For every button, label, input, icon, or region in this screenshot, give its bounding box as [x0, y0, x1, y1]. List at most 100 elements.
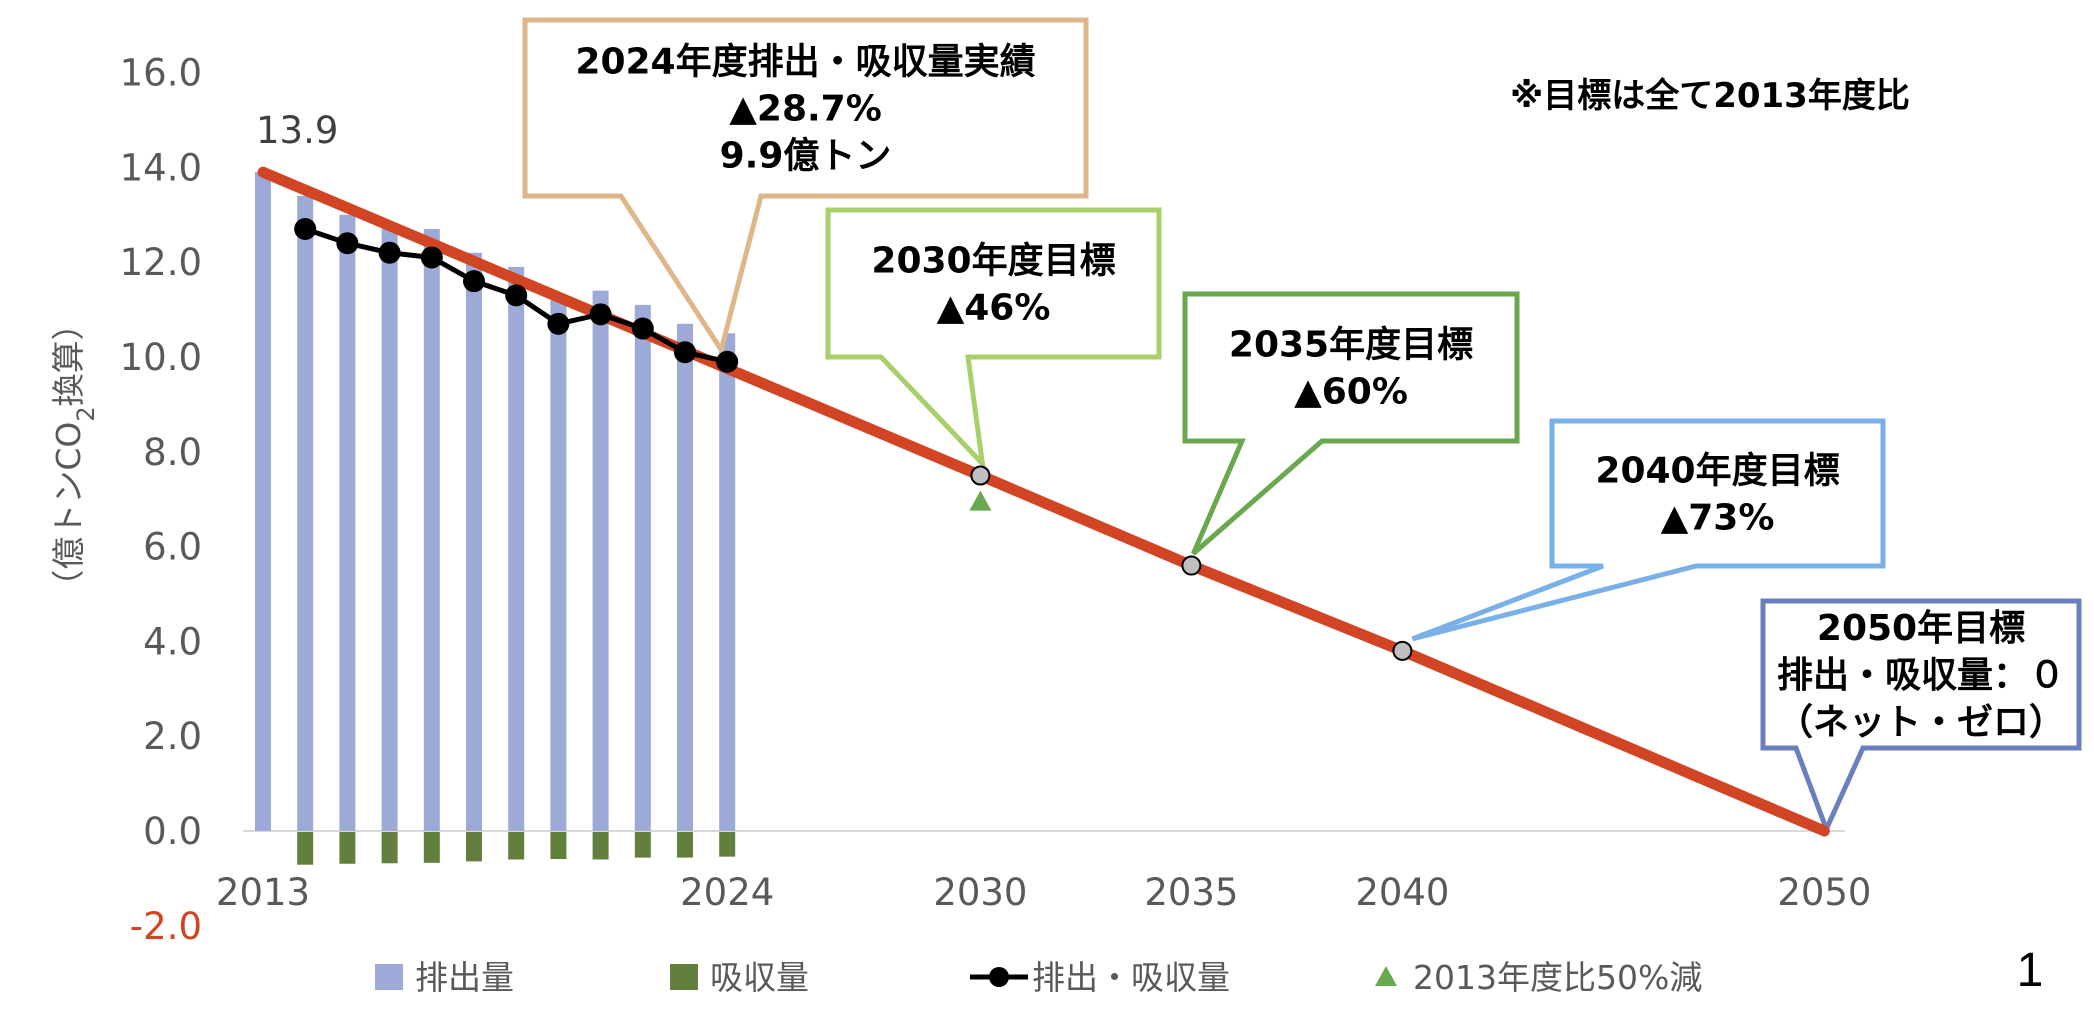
y-tick-label: 14.0 [120, 146, 202, 189]
net-emission-point [294, 218, 317, 241]
target-marker [1392, 640, 1413, 661]
callout-2024-line: 9.9億トン [720, 136, 892, 177]
legend-label: 2013年度比50%減 [1413, 958, 1702, 997]
callout-2030-line: ▲46% [937, 288, 1051, 329]
emission-bars [255, 172, 736, 832]
y-axis-ticks: 16.0 14.0 12.0 10.0 8.0 6.0 4.0 2.0 0.0 -2.0 [120, 52, 202, 948]
emission-bar [423, 229, 440, 831]
callout-shapes [522, 17, 2082, 836]
absorption-bar [423, 832, 440, 863]
callout-2024-line: ▲28.7% [729, 89, 882, 130]
emission-bar [634, 304, 651, 831]
target-marker [1181, 555, 1202, 576]
absorption-bar [634, 832, 651, 858]
callout-2030-line: 2030年度目標 [871, 241, 1115, 282]
y-tick-label: 16.0 [120, 52, 202, 95]
net-emission-point [674, 341, 696, 364]
callout-2040-box [1411, 418, 1886, 642]
legend-label: 吸収量 [710, 958, 809, 997]
x-tick-label: 2035 [1144, 871, 1238, 914]
emission-bar [719, 333, 736, 831]
emission-bar [466, 252, 482, 832]
target-marker [970, 465, 991, 486]
absorption-bars [297, 832, 736, 865]
legend-swatch [375, 964, 403, 990]
callout-2030-box [825, 207, 1162, 471]
net-emission-point [631, 317, 654, 340]
absorption-bar [550, 832, 567, 860]
target-markers [969, 465, 1413, 661]
legend-item: 吸収量 [670, 958, 809, 997]
callout-2050-line: （ネット・ゼロ） [1777, 702, 2065, 743]
legend-label: 排出・吸収量 [1032, 958, 1230, 997]
y-tick-label: 6.0 [143, 526, 202, 569]
net-emission-point [547, 312, 570, 335]
legend-label: 排出量 [415, 958, 514, 997]
y-tick-label: 10.0 [120, 336, 202, 379]
absorption-bar [297, 832, 314, 865]
net-emission-point [589, 303, 612, 326]
legend-item: 排出量 [375, 958, 514, 997]
absorption-bar [508, 832, 525, 860]
legend-item: 2013年度比50%減 [1375, 958, 1702, 997]
data-labels: 13.9 [256, 109, 338, 152]
callout-2035-line: ▲60% [1294, 372, 1408, 413]
half-reduction-marker [969, 490, 992, 511]
callout-2040-line: ▲73% [1661, 498, 1775, 539]
net-emission-point [336, 232, 359, 255]
absorption-bar [381, 832, 398, 864]
net-emission-point [505, 284, 528, 307]
emission-bar [297, 195, 314, 832]
y-axis-title-tail: 換算） [49, 307, 88, 406]
callout-2024-line: 2024年度排出・吸収量実績 [575, 42, 1035, 83]
emission-bar [339, 214, 356, 832]
emission-bar [508, 266, 525, 831]
net-emission-point [716, 350, 739, 373]
net-emission-point [463, 270, 485, 293]
absorption-bar [719, 832, 736, 857]
emission-bar [592, 290, 609, 831]
data-label-2013: 13.9 [256, 109, 338, 152]
legend-item: 排出・吸収量 [970, 958, 1230, 997]
y-axis-title-subscript: 2 [72, 406, 100, 421]
absorption-bar [339, 832, 356, 864]
callout-2035-box [1182, 291, 1520, 556]
x-tick-label: 2024 [680, 871, 774, 914]
callout-2050-box [1760, 598, 2082, 836]
legend-swatch-triangle [1375, 966, 1397, 986]
baseline-note: ※目標は全て2013年度比 [1510, 76, 1910, 116]
emission-bar [550, 300, 567, 831]
emission-bar [677, 323, 693, 831]
x-tick-label: 2050 [1777, 871, 1871, 914]
absorption-bar [677, 832, 693, 858]
callout-2024-box [522, 17, 1089, 356]
x-tick-label: 2013 [216, 871, 310, 914]
y-tick-label: 8.0 [143, 431, 202, 474]
y-axis-title: （億トンCO2換算） [49, 307, 100, 602]
legend: 排出量 吸収量 排出・吸収量 2013年度比50%減 [375, 958, 1702, 997]
callout-2050-line: 2050年目標 [1817, 608, 2025, 649]
y-axis-title-main: （億トンCO [49, 422, 88, 603]
emission-bar [381, 229, 398, 831]
callout-2035-line: 2035年度目標 [1229, 325, 1473, 366]
y-tick-label: -2.0 [130, 905, 202, 948]
y-tick-label: 4.0 [143, 620, 202, 663]
x-tick-label: 2030 [933, 871, 1027, 914]
x-axis-ticks: 2013 2024 2030 2035 2040 2050 [216, 871, 1872, 914]
absorption-bar [466, 832, 482, 862]
y-tick-label: 2.0 [143, 715, 202, 758]
net-emission-point [420, 246, 443, 269]
callout-2050-line: 排出・吸収量：０ [1777, 655, 2065, 696]
legend-swatch-marker [989, 967, 1009, 987]
net-emission-point [378, 241, 401, 264]
callout-texts: 2024年度排出・吸収量実績 ▲28.7% 9.9億トン 2030年度目標 ▲46% 20… [575, 42, 2065, 744]
y-tick-label: 12.0 [120, 241, 202, 284]
net-emission-line-group [294, 218, 739, 373]
page-number: 1 [2017, 944, 2044, 997]
absorption-bar [592, 832, 609, 860]
emission-bar [255, 172, 271, 831]
y-tick-label: 0.0 [143, 810, 202, 853]
callout-2040-line: 2040年度目標 [1595, 451, 1839, 492]
legend-swatch [670, 964, 698, 990]
